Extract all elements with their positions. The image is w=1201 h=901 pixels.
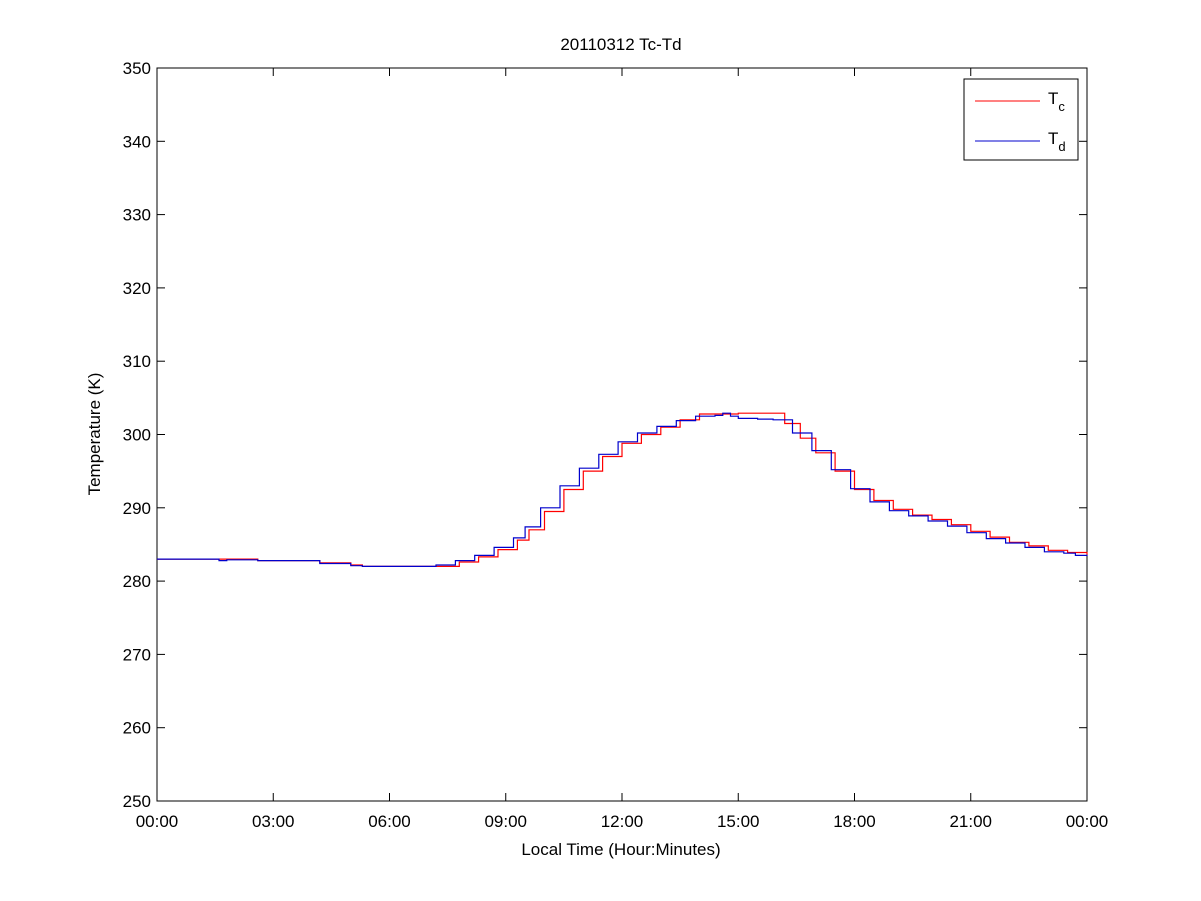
y-tick-label: 250 [123, 792, 151, 811]
legend-label-tc: Tc [1048, 89, 1065, 114]
y-axis-label: Temperature (K) [85, 373, 104, 496]
x-tick-label: 00:00 [1066, 812, 1109, 831]
y-tick-label: 280 [123, 572, 151, 591]
x-tick-label: 03:00 [252, 812, 295, 831]
legend-label-td: Td [1048, 129, 1066, 154]
y-tick-label: 350 [123, 59, 151, 78]
y-tick-label: 260 [123, 719, 151, 738]
legend: Tc Td [963, 78, 1079, 161]
x-tick-label: 06:00 [368, 812, 411, 831]
x-axis-label: Local Time (Hour:Minutes) [521, 840, 720, 859]
y-tick-label: 340 [123, 132, 151, 151]
axis-ticks: 00:00 03:00 06:00 09:00 12:00 15:00 18:00 21:00… [123, 59, 1109, 831]
y-tick-label: 290 [123, 499, 151, 518]
series-lines [157, 412, 1088, 567]
x-tick-label: 18:00 [833, 812, 876, 831]
legend-label-tc-main: T [1048, 89, 1058, 108]
chart-title: 20110312 Tc-Td [560, 35, 681, 54]
y-tick-label: 300 [123, 426, 151, 445]
series-line-d [157, 412, 1088, 567]
x-tick-label: 12:00 [601, 812, 644, 831]
plot-area [156, 67, 1088, 802]
legend-label-td-sub: d [1058, 139, 1065, 154]
x-tick-label: 15:00 [717, 812, 760, 831]
y-tick-label: 320 [123, 279, 151, 298]
x-tick-label: 09:00 [484, 812, 527, 831]
x-tick-label: 00:00 [136, 812, 179, 831]
y-tick-label: 270 [123, 645, 151, 664]
x-tick-label: 21:00 [949, 812, 992, 831]
y-tick-label: 310 [123, 352, 151, 371]
legend-box [963, 78, 1079, 161]
series-line-c [157, 412, 1088, 567]
legend-label-td-main: T [1048, 129, 1058, 148]
legend-label-tc-sub: c [1058, 99, 1065, 114]
y-tick-label: 330 [123, 206, 151, 225]
